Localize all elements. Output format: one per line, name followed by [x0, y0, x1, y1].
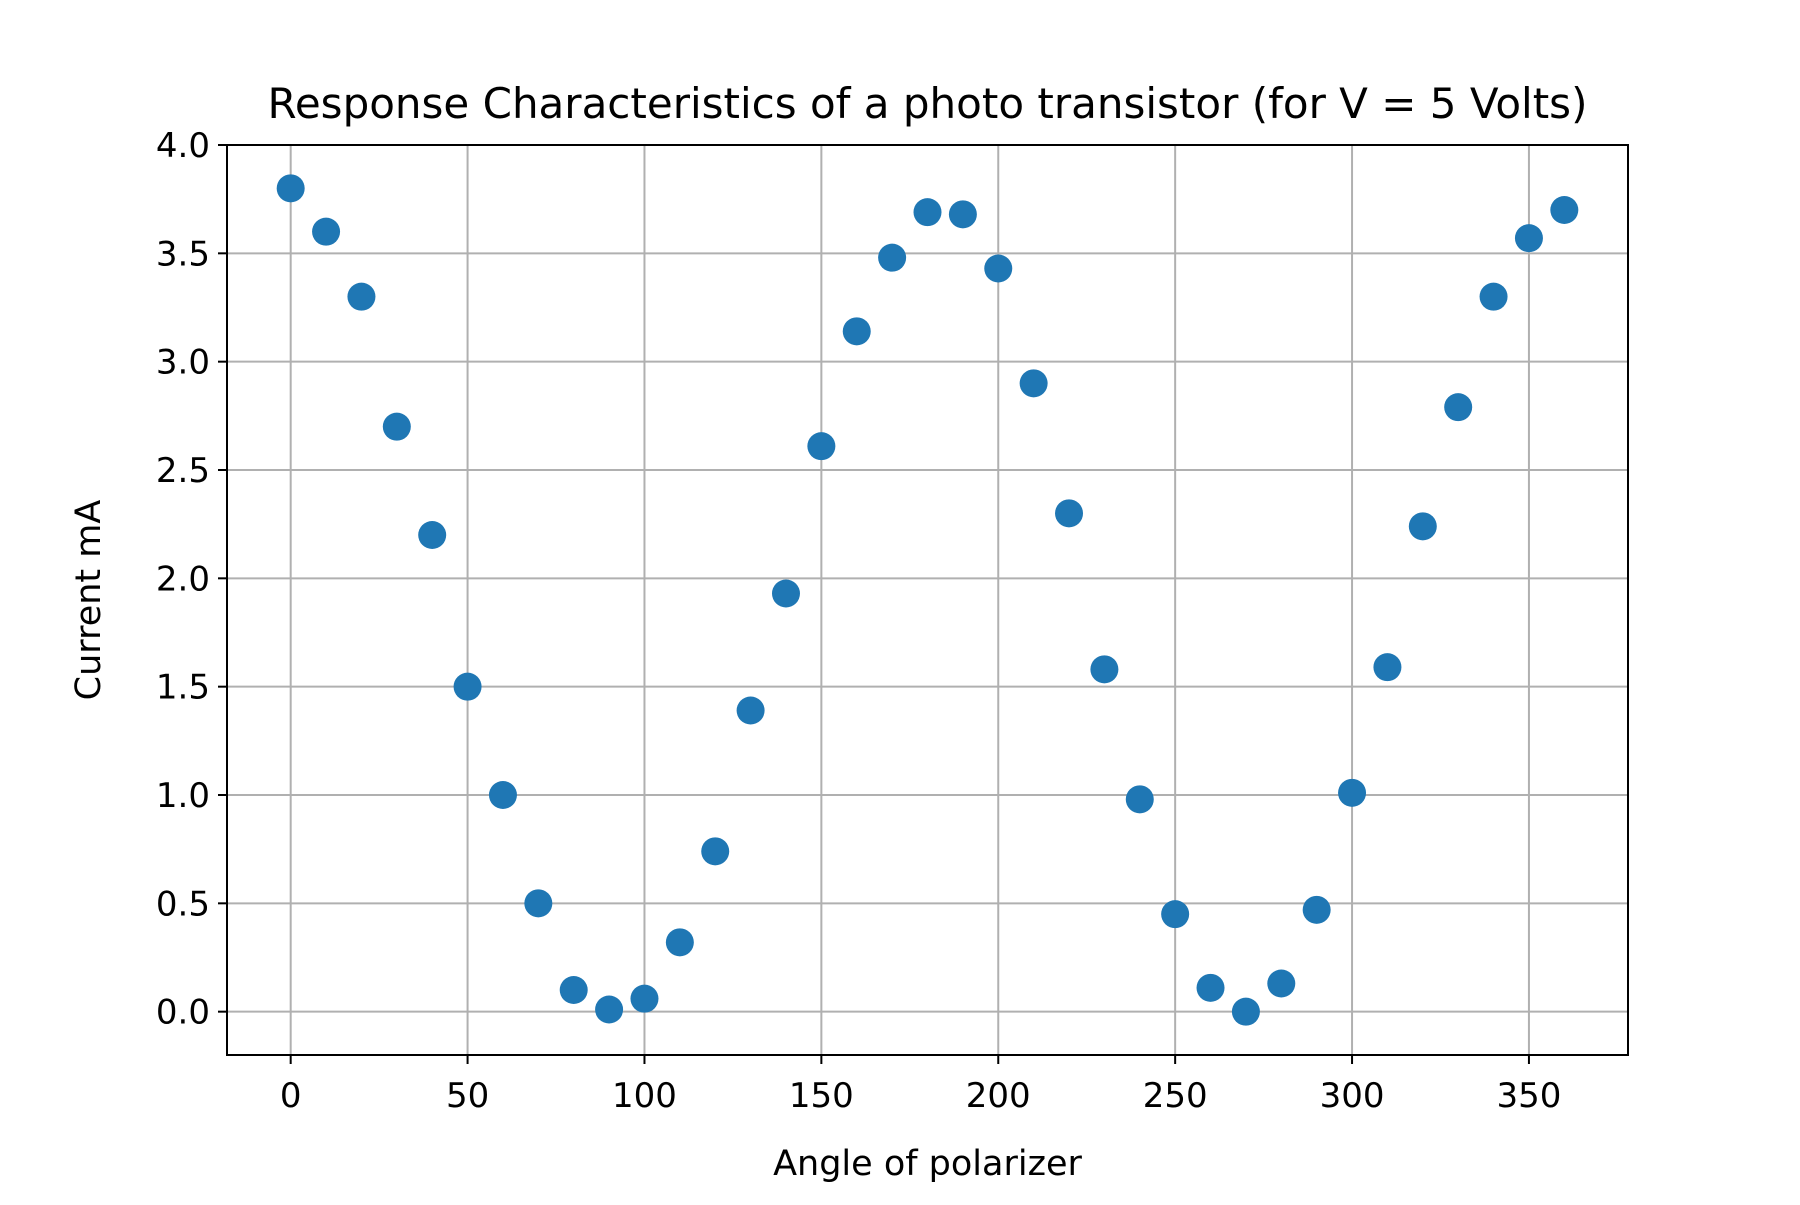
data-point — [453, 672, 482, 701]
y-tick-label: 1.0 — [156, 776, 210, 816]
data-point — [1090, 655, 1119, 684]
data-point — [665, 928, 694, 957]
data-point — [559, 976, 588, 1004]
data-point — [1302, 895, 1331, 924]
x-tick-label: 150 — [789, 1076, 854, 1116]
data-point — [913, 198, 942, 227]
data-point — [878, 243, 907, 272]
chart-title: Response Characteristics of a photo tran… — [268, 79, 1588, 128]
data-point — [1408, 512, 1437, 541]
data-point — [1055, 499, 1084, 528]
data-point — [701, 837, 730, 866]
data-points — [276, 174, 1579, 1026]
data-point — [1444, 393, 1473, 422]
data-point — [736, 696, 765, 725]
y-tick-label: 0.0 — [156, 993, 210, 1033]
axis-ticks: 0 50 100 150 200 250 300 350 0.0 0.5 1.0 1.5 2.0 2.5 3… — [156, 126, 1561, 1116]
data-point — [630, 984, 659, 1013]
data-point — [1125, 785, 1154, 814]
y-tick-label: 2.0 — [156, 559, 210, 599]
y-tick-label: 4.0 — [156, 126, 210, 166]
data-point — [1338, 778, 1367, 807]
data-point — [1550, 196, 1579, 224]
data-point — [948, 200, 977, 229]
data-point — [1231, 997, 1260, 1026]
data-point — [842, 317, 871, 346]
x-tick-label: 300 — [1320, 1076, 1385, 1116]
y-tick-label: 3.5 — [156, 234, 210, 274]
data-point — [1196, 973, 1225, 1002]
data-point — [1373, 653, 1402, 682]
data-point — [524, 889, 553, 918]
data-point — [347, 282, 376, 311]
y-tick-label: 3.0 — [156, 343, 210, 383]
x-tick-label: 250 — [1143, 1076, 1208, 1116]
data-point — [312, 217, 341, 246]
y-axis-label: Current mA — [69, 500, 109, 701]
x-tick-label: 50 — [446, 1076, 489, 1116]
x-tick-label: 100 — [612, 1076, 677, 1116]
y-tick-label: 0.5 — [156, 884, 210, 924]
data-point — [1267, 969, 1296, 998]
data-point — [276, 174, 305, 203]
data-point — [1019, 369, 1048, 398]
data-point — [382, 412, 411, 441]
y-tick-label: 1.5 — [156, 668, 210, 708]
data-point — [771, 579, 800, 608]
data-point — [1514, 224, 1543, 253]
x-axis-label: Angle of polarizer — [773, 1144, 1082, 1184]
data-point — [807, 432, 836, 461]
grid-lines — [227, 144, 1628, 1055]
data-point — [418, 521, 447, 549]
x-tick-label: 350 — [1496, 1076, 1561, 1116]
data-point — [595, 995, 624, 1024]
data-point — [488, 781, 517, 809]
data-point — [984, 254, 1013, 283]
plot-frame — [226, 144, 1629, 1056]
x-tick-label: 200 — [966, 1076, 1031, 1116]
y-tick-label: 2.5 — [156, 451, 210, 491]
data-point — [1479, 282, 1508, 311]
data-point — [1161, 900, 1190, 929]
x-tick-label: 0 — [280, 1076, 302, 1116]
